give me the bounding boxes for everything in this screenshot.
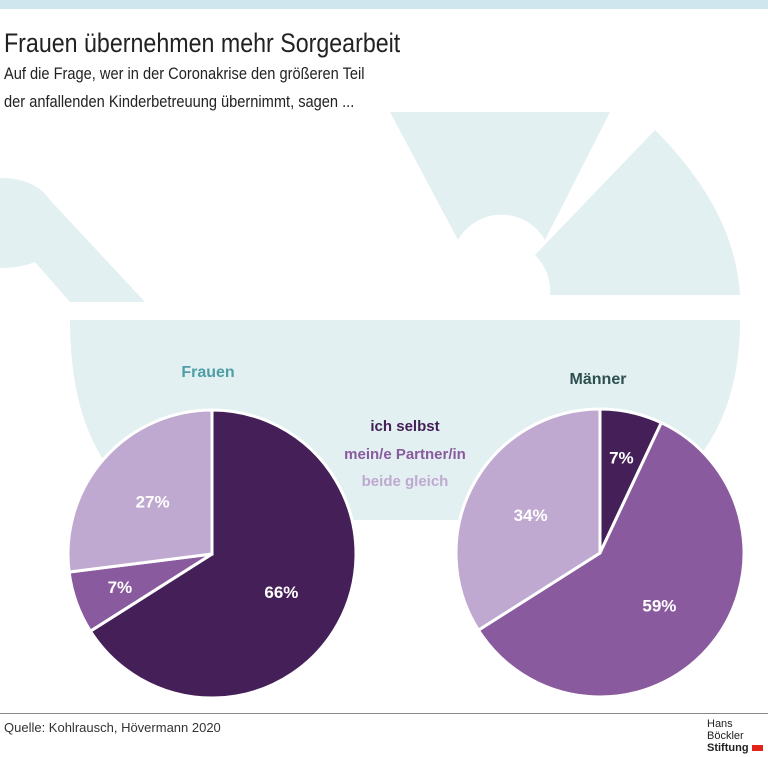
pie-1-label-2: 34% xyxy=(514,506,548,525)
pie-0-label-2: 27% xyxy=(136,493,170,512)
pie-0-label-0: 66% xyxy=(264,583,298,602)
pie-title-frauen: Frauen xyxy=(181,364,234,381)
logo-line-2: Stiftung xyxy=(707,742,749,754)
legend-beide-gleich: beide gleich xyxy=(362,473,449,490)
source-note: Quelle: Kohlrausch, Hövermann 2020 xyxy=(4,720,221,735)
legend-partner: mein/e Partner/in xyxy=(344,446,466,463)
pie-0-slice-0 xyxy=(88,408,358,700)
pie-1-slice-1 xyxy=(476,420,746,699)
pie-1-slice-2 xyxy=(454,407,602,633)
pie-0-slice-2 xyxy=(66,408,214,574)
logo-line-1: Hans Böckler xyxy=(707,718,744,742)
subtitle-line-2: der anfallenden Kinderbetreuung übernimm… xyxy=(4,92,355,111)
pie-1-label-1: 59% xyxy=(642,596,676,615)
pie-1-label-0: 7% xyxy=(609,448,634,467)
top-bar xyxy=(0,0,768,9)
legend-ich-selbst: ich selbst xyxy=(370,418,439,435)
footer-divider xyxy=(0,713,768,714)
pie-title-maenner: Männer xyxy=(570,371,627,388)
page-title: Frauen übernehmen mehr Sorgearbeit xyxy=(4,28,401,58)
subtitle-line-1: Auf die Frage, wer in der Coronakrise de… xyxy=(4,64,365,83)
pie-0-label-1: 7% xyxy=(108,578,133,597)
hbs-logo: Hans Böckler Stiftung xyxy=(707,718,768,757)
